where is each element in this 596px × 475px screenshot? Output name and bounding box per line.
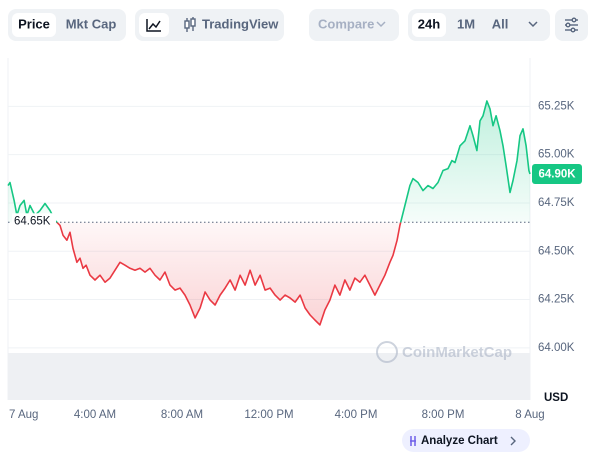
last-price-label: 64.90K — [538, 169, 576, 181]
y-tick-label: 65.00K — [538, 149, 575, 161]
price-line — [7, 100, 531, 326]
range-all[interactable]: All — [492, 16, 509, 31]
watermark-text: CoinMarketCap — [402, 344, 512, 361]
axes: 64.00K 64.25K 64.50K 64.75K 65.00K 65.25K 7 Au… — [9, 100, 582, 421]
range-active-bg — [412, 13, 446, 37]
tab-active-bg — [12, 13, 56, 37]
plot: 64.65K — [7, 100, 531, 326]
x-tick-label: 8:00 AM — [161, 409, 203, 421]
tab-mkt-cap[interactable]: Mkt Cap — [66, 16, 117, 31]
line-icon — [146, 19, 161, 32]
x-tick-label: 8:00 PM — [422, 409, 465, 421]
range-1m[interactable]: 1M — [457, 16, 475, 31]
x-tick-label: 4:00 AM — [74, 409, 116, 421]
tradingview-button[interactable]: TradingView — [202, 16, 279, 31]
tab-price[interactable]: Price — [18, 16, 50, 31]
y-tick-label: 64.50K — [538, 245, 575, 257]
volume-backdrop — [8, 353, 530, 400]
y-tick-label: 64.75K — [538, 197, 575, 209]
analyze-chevron — [510, 436, 516, 446]
tradingview-icon — [184, 17, 196, 32]
compare-button[interactable] — [309, 9, 399, 41]
y-tick-label: 65.25K — [538, 100, 575, 112]
x-tick-label: 8 Aug — [515, 409, 544, 421]
baseline-label: 64.65K — [14, 215, 51, 227]
x-tick-label: 12:00 PM — [244, 409, 293, 421]
chevron — [376, 21, 386, 28]
view-group — [135, 9, 284, 41]
last-price-badge — [532, 163, 582, 184]
analyze-chart-label: Analyze Chart — [421, 435, 498, 447]
watermark: CoinMarketCap — [376, 341, 512, 363]
x-tick-label: 7 Aug — [9, 409, 38, 421]
compare-label: Compare — [318, 16, 374, 31]
y-axis-unit: USD — [544, 392, 568, 404]
y-tick-label: 64.00K — [538, 342, 575, 354]
x-tick-label: 4:00 PM — [335, 409, 378, 421]
range-dropdown[interactable] — [528, 21, 538, 28]
analyze-chart-button[interactable] — [402, 429, 530, 452]
area-fill — [8, 101, 530, 325]
range-24h[interactable]: 24h — [418, 16, 440, 31]
settings-icon — [565, 17, 578, 33]
y-tick-label: 64.25K — [538, 294, 575, 306]
toolbar: Price Mkt Cap TradingView Compare 24h 1M… — [8, 9, 588, 41]
analyze-icon — [410, 436, 416, 446]
baseline-label-bg — [12, 213, 56, 229]
